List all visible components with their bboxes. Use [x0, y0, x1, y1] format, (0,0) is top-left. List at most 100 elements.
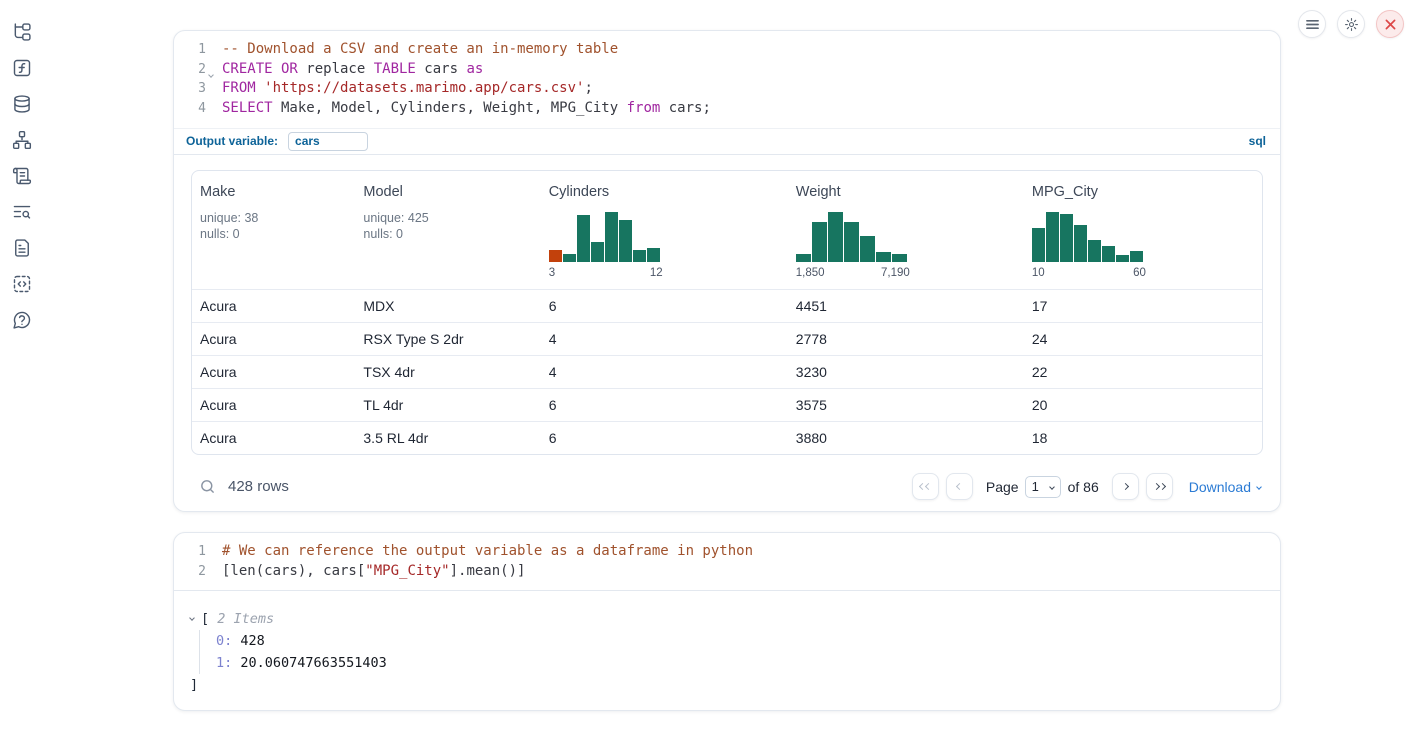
sidebar-item-documentation[interactable] — [11, 238, 33, 258]
column-header-weight[interactable]: Weight 1,8507,190 — [788, 184, 1024, 279]
line-number: 3 — [180, 79, 206, 99]
code-line[interactable]: 2[len(cars), cars["MPG_City"].mean()] — [174, 562, 1280, 582]
column-name: Make — [200, 184, 355, 200]
histogram-bar — [796, 254, 811, 262]
histogram-axis-labels: 1,8507,190 — [796, 267, 910, 279]
column-header-mpg-city[interactable]: MPG_City 1060 — [1024, 184, 1262, 279]
sql-code-editor[interactable]: 1 -- Download a CSV and create an in-memo… — [174, 31, 1280, 128]
menu-icon — [1306, 18, 1319, 31]
sidebar-item-outline-search[interactable] — [11, 202, 33, 222]
code-line[interactable]: 1 -- Download a CSV and create an in-memo… — [174, 40, 1280, 60]
settings-button[interactable] — [1337, 10, 1365, 38]
histogram-bar — [1102, 246, 1115, 262]
column-name: MPG_City — [1032, 184, 1262, 200]
download-button[interactable]: Download — [1189, 479, 1261, 495]
column-header-model[interactable]: Model unique: 425nulls: 0 — [355, 184, 540, 279]
histogram-bar — [591, 242, 604, 262]
tree-children: 0: 428 1: 20.060747663551403 — [199, 630, 1264, 674]
list-item: 0: 428 — [216, 630, 1264, 652]
output-variable-input[interactable] — [288, 132, 368, 151]
tree-root: [ 2 Items — [190, 608, 1264, 630]
table-search-button[interactable] — [199, 478, 216, 495]
sidebar-item-datasources[interactable] — [11, 94, 33, 114]
code-line[interactable]: 3FROM 'https://datasets.marimo.app/cars.… — [174, 79, 1280, 99]
table-body: AcuraMDX6445117AcuraRSX Type S 2dr427782… — [192, 289, 1262, 454]
fold-chevron-icon[interactable] — [209, 64, 213, 84]
table-row[interactable]: AcuraTSX 4dr4323022 — [192, 355, 1262, 388]
sidebar-item-dependencies[interactable] — [11, 130, 33, 150]
table-cell: 17 — [1024, 298, 1262, 314]
table-row[interactable]: Acura3.5 RL 4dr6388018 — [192, 421, 1262, 454]
code-text: SELECT Make, Model, Cylinders, Weight, M… — [222, 99, 711, 119]
table-cell: 4 — [541, 364, 788, 380]
table-cell: 20 — [1024, 397, 1262, 413]
histogram-bar — [619, 220, 632, 262]
sidebar-item-variables[interactable] — [11, 58, 33, 78]
column-header-make[interactable]: Make unique: 38nulls: 0 — [192, 184, 355, 279]
sidebar-item-help[interactable] — [11, 310, 33, 330]
chevron-left-icon — [956, 483, 963, 490]
sidebar — [0, 0, 44, 729]
table-cell: 18 — [1024, 430, 1262, 446]
histogram-bar — [860, 236, 875, 262]
code-text: CREATE OR replace TABLE cars as — [222, 60, 483, 80]
chevrons-left-icon — [925, 483, 932, 490]
chevron-down-icon — [1049, 484, 1055, 490]
table-cell: 3880 — [788, 430, 1024, 446]
sql-output-area: Make unique: 38nulls: 0 Model unique: 42… — [174, 155, 1280, 502]
shutdown-button[interactable] — [1376, 10, 1404, 38]
dataframe-table: Make unique: 38nulls: 0 Model unique: 42… — [191, 170, 1263, 455]
table-cell: TL 4dr — [355, 397, 540, 413]
table-cell: 24 — [1024, 331, 1262, 347]
row-count: 428 rows — [228, 478, 289, 495]
sidebar-item-logs[interactable] — [11, 166, 33, 186]
table-cell: 6 — [541, 298, 788, 314]
histogram-bar — [812, 222, 827, 262]
histogram-bar — [1116, 255, 1129, 262]
line-number: 1 — [180, 542, 206, 562]
table-cell: 4 — [541, 331, 788, 347]
last-page-button[interactable] — [1146, 473, 1173, 500]
weight-histogram: 1,8507,190 — [796, 210, 910, 279]
histogram-bar — [1032, 228, 1045, 262]
table-row[interactable]: AcuraTL 4dr6357520 — [192, 388, 1262, 421]
sidebar-item-snippets[interactable] — [11, 274, 33, 294]
table-row[interactable]: AcuraRSX Type S 2dr4277824 — [192, 322, 1262, 355]
previous-page-button[interactable] — [946, 473, 973, 500]
table-cell: Acura — [192, 397, 355, 413]
download-label: Download — [1189, 479, 1251, 495]
histogram-bar — [1046, 212, 1059, 262]
line-number: 1 — [180, 40, 206, 60]
histogram-bar — [633, 250, 646, 262]
column-name: Weight — [796, 184, 1024, 200]
sidebar-item-file-tree[interactable] — [11, 22, 33, 42]
cylinders-histogram: 312 — [549, 210, 663, 279]
code-snippet-icon — [12, 274, 32, 294]
function-square-icon — [12, 58, 32, 78]
code-line[interactable]: 1# We can reference the output variable … — [174, 542, 1280, 562]
next-page-button[interactable] — [1112, 473, 1139, 500]
items-count-label: 2 Items — [217, 611, 274, 627]
code-line[interactable]: 2CREATE OR replace TABLE cars as — [174, 60, 1280, 80]
table-row[interactable]: AcuraMDX6445117 — [192, 289, 1262, 322]
scroll-text-icon — [12, 166, 32, 186]
collapse-chevron-icon[interactable] — [189, 616, 195, 622]
histogram-bar — [876, 252, 891, 262]
page-select[interactable]: 1 — [1025, 476, 1061, 498]
histogram-bar — [647, 248, 660, 262]
gear-icon — [1344, 17, 1359, 32]
first-page-button[interactable] — [912, 473, 939, 500]
page-label: Page — [986, 479, 1019, 495]
histogram-bar — [828, 212, 843, 262]
table-cell: 3230 — [788, 364, 1024, 380]
chevron-down-icon — [1256, 484, 1262, 490]
python-code-editor[interactable]: 1# We can reference the output variable … — [174, 533, 1280, 591]
sql-cell: 1 -- Download a CSV and create an in-memo… — [173, 30, 1281, 512]
notebook-menu-button[interactable] — [1298, 10, 1326, 38]
column-header-cylinders[interactable]: Cylinders 312 — [541, 184, 788, 279]
chevrons-right-icon — [1159, 483, 1166, 490]
code-text: -- Download a CSV and create an in-memor… — [222, 40, 618, 60]
table-cell: 6 — [541, 430, 788, 446]
histogram-bar — [549, 250, 562, 262]
code-line[interactable]: 4SELECT Make, Model, Cylinders, Weight, … — [174, 99, 1280, 119]
